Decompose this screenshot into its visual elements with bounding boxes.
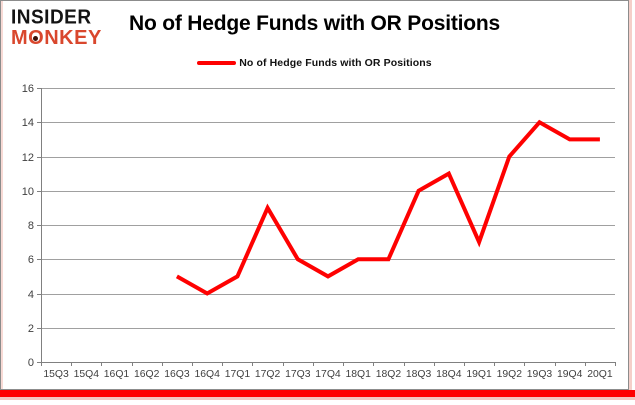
y-axis-tick-label: 10 [22, 186, 34, 198]
x-axis-tick-label: 20Q1 [587, 369, 613, 380]
chart-frame: INSIDER MONKEY No of Hedge Funds with OR… [0, 0, 629, 390]
y-axis-tick-label: 14 [22, 117, 34, 129]
y-axis-tick-label: 8 [28, 220, 34, 232]
x-axis-tick-label: 16Q2 [134, 369, 160, 380]
logo-word-monkey-wrap: MONKEY [11, 28, 102, 48]
x-axis-tick-label: 18Q4 [436, 369, 462, 380]
y-axis-tick-label: 12 [22, 152, 34, 164]
x-axis-tick-label: 17Q4 [315, 369, 341, 380]
logo-word-monkey: MONKEY [11, 27, 102, 49]
x-axis-tick-label: 16Q3 [164, 369, 190, 380]
x-axis-tick-label: 18Q1 [345, 369, 371, 380]
x-axis-tick-label: 16Q4 [194, 369, 220, 380]
line-chart: 0 2 4 6 8 10 12 14 16 15Q3 15Q4 16Q1 16Q2 16Q3 16Q4 17Q… [22, 83, 616, 380]
y-axis-tick-label: 4 [28, 289, 34, 301]
x-axis-tick-label: 19Q3 [527, 369, 553, 380]
x-axis-tick-label: 15Q4 [74, 369, 100, 380]
legend-label: No of Hedge Funds with OR Positions [239, 57, 432, 69]
y-axis-tick-label: 0 [28, 357, 34, 369]
legend-line-marker-icon [197, 61, 237, 65]
x-axis-tick-label: 18Q3 [406, 369, 432, 380]
bottom-red-bar [0, 390, 635, 397]
logo-word-insider: INSIDER [11, 6, 92, 29]
x-axis-tick-label: 19Q2 [497, 369, 523, 380]
x-axis-tick-label: 17Q2 [255, 369, 281, 380]
y-axis-tick-label: 2 [28, 323, 34, 335]
y-axis-tick-label: 16 [22, 83, 34, 95]
logo-o-dot-icon [33, 36, 38, 41]
x-axis-tick-label: 19Q1 [466, 369, 492, 380]
x-axis-tick-label: 19Q4 [557, 369, 583, 380]
legend: No of Hedge Funds with OR Positions [1, 56, 628, 70]
insider-monkey-logo: INSIDER MONKEY [11, 8, 102, 48]
chart-title: No of Hedge Funds with OR Positions [129, 12, 500, 35]
x-axis-tick-label: 18Q2 [376, 369, 402, 380]
y-axis-tick-label: 6 [28, 254, 34, 266]
x-axis-tick-label: 16Q1 [104, 369, 130, 380]
x-axis-tick-label: 17Q1 [225, 369, 251, 380]
series-line [175, 119, 600, 296]
x-axis-tick-label: 17Q3 [285, 369, 311, 380]
x-axis-tick-label: 15Q3 [43, 369, 69, 380]
